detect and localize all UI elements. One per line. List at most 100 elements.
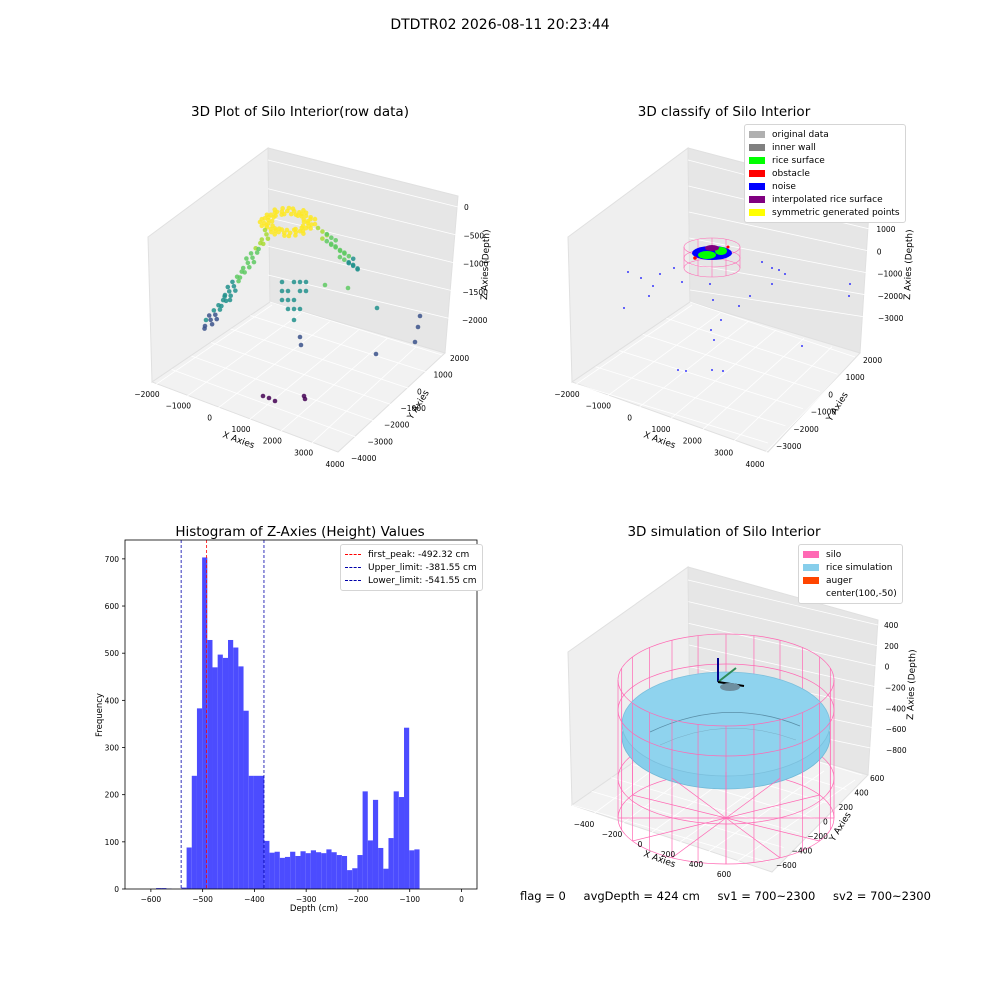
raw-y-tick: −2000 [384,421,410,430]
noise-point [681,281,683,283]
raw-data-point [297,279,303,285]
raw-data-point [260,393,266,399]
simulation-legend-entry: rice simulation [803,561,897,574]
histogram-bar [362,791,368,889]
raw-data-point [315,225,321,231]
simulation-legend-entry: silo [803,548,897,561]
noise-point [623,307,625,309]
simulation-z-axis-label: Z Axies (Depth) [906,649,918,720]
histogram-chart: −600 −500 −400 −300 −200 −100 0 0 100 200 300 400 50… [95,539,478,914]
raw-data-point [269,218,275,224]
histogram-bar [367,840,373,889]
simulation-legend-entry: auger [803,574,897,587]
simulation-y-tick: 400 [854,789,869,798]
raw-data-point [291,279,297,285]
raw-plot-title: 3D Plot of Silo Interior(row data) [191,104,409,120]
simulation-x-tick: 0 [638,840,643,849]
raw-data-point [291,297,297,303]
histogram-bar [331,852,337,889]
histogram-x-tick-label: −400 [244,895,265,904]
raw-x-tick: −1000 [166,402,192,411]
noise-point [659,273,661,275]
classify-y-tick: 2000 [863,356,882,365]
raw-z-tick: −1500 [463,288,489,297]
histogram-bar [238,666,244,889]
raw-data-point [265,236,271,242]
raw-data-point [374,305,380,311]
raw-data-point [223,298,229,304]
histogram-bar [191,775,197,889]
histogram-bar [383,868,389,889]
raw-data-point [279,297,285,303]
histogram-bar [156,888,162,889]
raw-y-tick: −3000 [368,437,394,446]
raw-data-point [272,207,278,212]
raw-y-tick: −4000 [351,454,377,463]
silo-floor-spoke [632,817,727,842]
classify-z-tick: 0 [877,247,882,256]
silo-floor-spoke [632,794,727,819]
raw-data-point [342,250,347,255]
simulation-y-tick: 200 [839,803,854,812]
auger-center-axes [717,658,745,691]
raw-data-point [236,278,241,284]
raw-data-point [337,254,343,260]
raw-data-point [286,205,292,211]
legend-label: Lower_limit: -541.55 cm [368,575,477,586]
raw-data-point [276,226,282,231]
classify-z-tick: −2000 [878,292,904,301]
raw-data-point [231,283,237,289]
silo-ring-back [617,663,835,711]
raw-z-axis-label: Z Axies (Depth) [480,229,492,300]
histogram-bar [279,857,285,889]
legend-line [345,554,361,555]
histogram-legend-entry: first_peak: -492.32 cm [345,548,477,561]
histogram-x-tick-label: −300 [296,895,317,904]
noise-point [711,369,713,371]
raw-data-point [237,275,243,280]
silo-ring-back [617,633,835,681]
classify-x-tick: 0 [627,413,632,422]
raw-data-point [297,288,303,294]
legend-label: center(100,-50) [826,588,897,599]
raw-data-point [350,262,356,268]
raw-data-point [329,235,334,240]
histogram-y-tick-label: 400 [105,696,120,705]
raw-data-point [285,306,291,312]
auger-y-arrow [717,667,737,683]
status-footer: flag = 0 avgDepth = 424 cm sv1 = 700~230… [520,889,945,903]
sv1-status: sv1 = 700~2300 [717,889,816,903]
legend-line [345,580,361,581]
legend-label: rice surface [772,155,825,166]
raw-data-point [312,221,318,227]
classify-x-tick: 1000 [651,425,670,434]
raw-data-point [264,212,270,218]
raw-data-point [298,342,304,348]
figure-title: DTDTR02 2026-08-11 20:23:44 [390,17,610,33]
histogram-y-tick-label: 200 [105,791,120,800]
classify-gridlines [571,159,873,456]
legend-swatch [803,590,819,597]
raw-data-point [206,313,212,318]
raw-data-point [225,284,231,290]
histogram-legend-entry: Lower_limit: -541.55 cm [345,574,477,587]
noise-point [848,295,850,297]
noise-point [801,345,803,347]
legend-label: interpolated rice surface [772,194,883,205]
histogram-bar [310,850,317,889]
histogram-bar [233,647,239,889]
legend-swatch [803,551,819,558]
raw-y-tick: 0 [417,387,422,396]
raw-data-point [417,313,423,319]
histogram-x-tick-label: −600 [141,895,162,904]
simulation-y-tick: −200 [807,832,828,841]
classify-legend-entry: original data [749,128,900,141]
raw-data-point [211,308,217,313]
histogram-bar [372,799,379,889]
histogram-bar [378,847,384,889]
simulation-x-tick: 400 [689,860,704,869]
raw-data-point [202,323,208,329]
noise-point [652,285,654,287]
raw-3d-scatter-chart: −2000 −1000 0 1000 2000 3000 4000 −4000 −3000 −20… [134,147,492,469]
histogram-legend: first_peak: -492.32 cm Upper_limit: -381.… [340,544,483,591]
